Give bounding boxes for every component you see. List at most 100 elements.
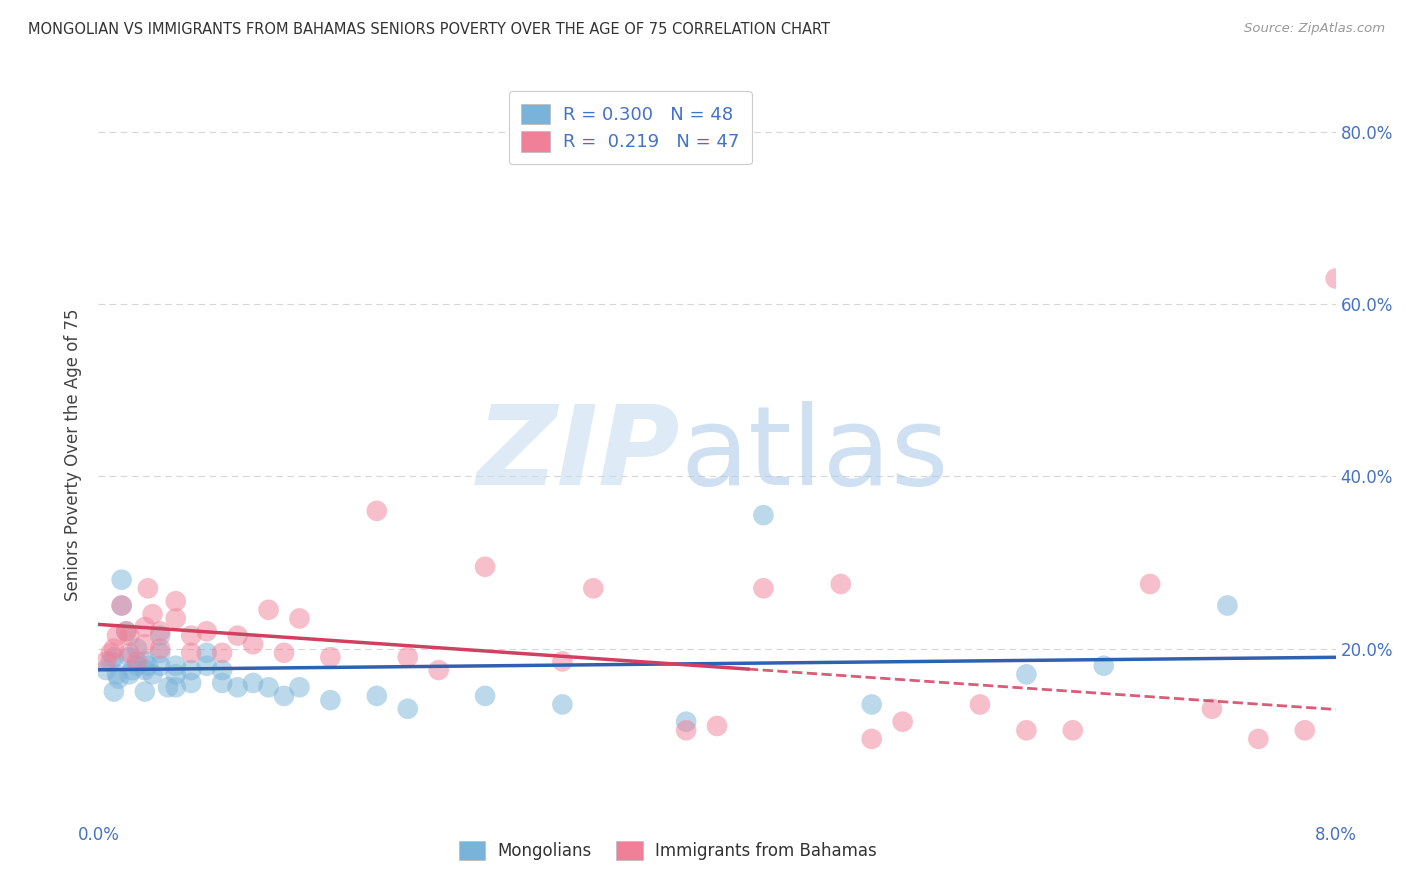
Point (474, 689, 496, 703)
Point (180, 676, 202, 690)
Point (118, 629, 141, 643)
Point (1294, 723, 1316, 738)
Point (111, 573, 134, 587)
Point (115, 624, 138, 639)
Point (134, 684, 156, 698)
Point (149, 624, 172, 639)
Point (111, 599, 134, 613)
Point (105, 667, 128, 681)
Point (1015, 723, 1038, 738)
Point (195, 658, 218, 673)
Point (891, 714, 914, 729)
Point (136, 658, 159, 673)
Point (551, 698, 574, 712)
Point (149, 641, 172, 656)
Text: Source: ZipAtlas.com: Source: ZipAtlas.com (1244, 22, 1385, 36)
Point (706, 719, 728, 733)
Point (165, 594, 187, 608)
Point (273, 689, 295, 703)
Point (118, 650, 141, 665)
Point (969, 698, 991, 712)
Point (100, 646, 122, 660)
Point (226, 680, 249, 694)
Point (551, 655, 574, 669)
Point (180, 629, 202, 643)
Point (1062, 723, 1084, 738)
Point (288, 611, 311, 625)
Y-axis label: Seniors Poverty Over the Age of 75: Seniors Poverty Over the Age of 75 (65, 309, 83, 601)
Point (180, 646, 202, 660)
Point (288, 680, 311, 694)
Point (157, 680, 180, 694)
Point (127, 641, 149, 656)
Text: atlas: atlas (681, 401, 949, 508)
Point (752, 582, 775, 596)
Point (121, 663, 143, 677)
Point (142, 607, 165, 621)
Point (211, 663, 233, 677)
Point (142, 667, 165, 681)
Point (136, 582, 159, 596)
Point (127, 655, 149, 669)
Point (127, 658, 149, 673)
Point (319, 650, 342, 665)
Point (96, 655, 118, 669)
Point (103, 641, 125, 656)
Point (1201, 702, 1223, 716)
Point (165, 658, 187, 673)
Point (103, 684, 125, 698)
Point (165, 611, 187, 625)
Point (860, 731, 883, 746)
Point (427, 663, 450, 677)
Point (582, 582, 605, 596)
Point (149, 646, 172, 660)
Point (165, 680, 187, 694)
Point (1139, 577, 1161, 591)
Point (115, 624, 138, 639)
Point (211, 646, 233, 660)
Point (257, 680, 280, 694)
Point (211, 676, 233, 690)
Point (195, 624, 218, 639)
Point (1015, 667, 1038, 681)
Point (111, 599, 134, 613)
Point (195, 646, 218, 660)
Point (752, 508, 775, 523)
Text: ZIP: ZIP (477, 401, 681, 508)
Point (107, 672, 129, 686)
Point (242, 637, 264, 651)
Point (96, 663, 118, 677)
Point (273, 646, 295, 660)
Point (105, 629, 128, 643)
Point (180, 663, 202, 677)
Point (675, 723, 697, 738)
Point (100, 655, 122, 669)
Point (118, 667, 141, 681)
Point (118, 646, 141, 660)
Point (1092, 658, 1115, 673)
Point (165, 667, 187, 681)
Point (134, 620, 156, 634)
Point (103, 650, 125, 665)
Point (1324, 271, 1347, 285)
Point (396, 702, 419, 716)
Point (860, 698, 883, 712)
Point (474, 559, 496, 574)
Point (149, 629, 172, 643)
Point (396, 650, 419, 665)
Point (134, 663, 156, 677)
Point (366, 504, 388, 518)
Text: MONGOLIAN VS IMMIGRANTS FROM BAHAMAS SENIORS POVERTY OVER THE AGE OF 75 CORRELAT: MONGOLIAN VS IMMIGRANTS FROM BAHAMAS SEN… (28, 22, 830, 37)
Point (675, 714, 697, 729)
Point (134, 655, 156, 669)
Point (366, 689, 388, 703)
Point (242, 676, 264, 690)
Point (319, 693, 342, 707)
Point (1216, 599, 1239, 613)
Point (257, 603, 280, 617)
Point (226, 629, 249, 643)
Point (830, 577, 852, 591)
Point (134, 637, 156, 651)
Point (149, 658, 172, 673)
Legend: R = 0.300   N = 48, R =  0.219   N = 47: R = 0.300 N = 48, R = 0.219 N = 47 (509, 91, 752, 164)
